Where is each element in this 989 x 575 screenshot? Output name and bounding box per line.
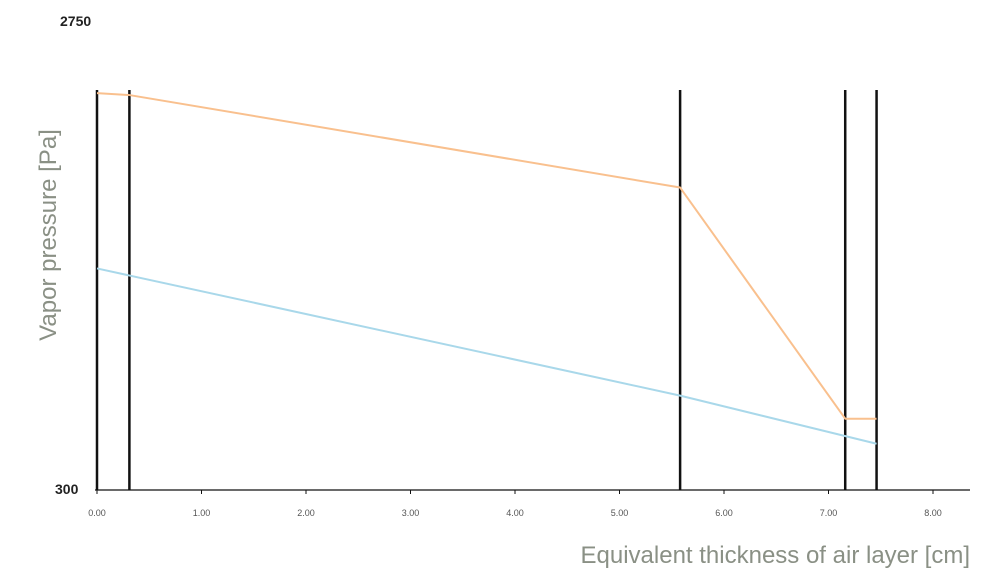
x-tick-label: 8.00: [924, 508, 942, 518]
x-axis-title: Equivalent thickness of air layer [cm]: [581, 542, 971, 569]
x-tick-label: 3.00: [402, 508, 420, 518]
y-max-label: 2750: [60, 13, 91, 29]
x-tick-label: 2.00: [297, 508, 315, 518]
x-ticks: 0.00 1.00 2.00 3.00 4.00 5.00 6.00 7.00 8.00: [88, 490, 942, 518]
y-axis-title: Vapor pressure [Pa]: [35, 129, 62, 341]
series-layer: [96, 92, 877, 445]
series-line-0: [96, 92, 877, 420]
x-tick-label: 6.00: [715, 508, 733, 518]
y-min-label: 300: [55, 481, 79, 497]
x-tick-label: 5.00: [611, 508, 629, 518]
x-tick-label: 0.00: [88, 508, 106, 518]
x-tick-label: 1.00: [193, 508, 211, 518]
series-line-1: [96, 267, 877, 445]
x-tick-label: 4.00: [506, 508, 524, 518]
layer-boundaries: [95, 90, 878, 490]
x-tick-label: 7.00: [820, 508, 838, 518]
